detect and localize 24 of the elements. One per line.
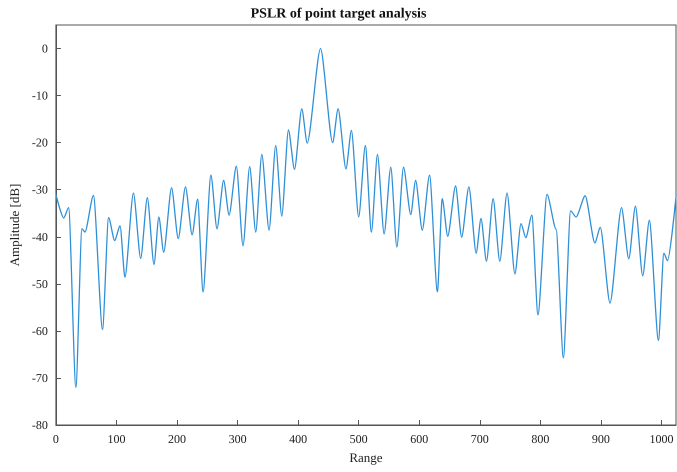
x-tick-label: 300: [228, 432, 247, 446]
x-tick-label: 900: [592, 432, 610, 446]
x-tick-label: 500: [350, 432, 368, 446]
x-tick-label: 800: [531, 432, 550, 446]
y-tick-label: -30: [32, 182, 48, 197]
y-tick-label: -80: [32, 418, 48, 432]
y-axis-title: Amplitude [dB]: [7, 184, 22, 266]
x-tick-label: 1000: [649, 432, 674, 446]
x-tick-label: 700: [470, 432, 489, 446]
y-tick-label: -60: [32, 324, 48, 338]
x-axis-title: Range: [349, 450, 383, 465]
x-tick-label: 100: [107, 432, 126, 446]
y-tick-label: -50: [32, 276, 48, 291]
x-tick-label: 600: [410, 432, 428, 446]
line-series: [55, 48, 677, 388]
x-tick-label: 0: [52, 432, 59, 446]
y-tick-label: -70: [32, 370, 48, 385]
chart-title: PSLR of point target analysis: [250, 6, 427, 22]
y-tick-label: -40: [32, 230, 48, 244]
x-tick-label: 200: [168, 432, 186, 446]
y-tick-label: 0: [42, 42, 48, 56]
y-tick-label: -20: [32, 136, 48, 150]
x-tick-label: 400: [289, 432, 308, 446]
y-tick-label: -10: [32, 88, 48, 103]
